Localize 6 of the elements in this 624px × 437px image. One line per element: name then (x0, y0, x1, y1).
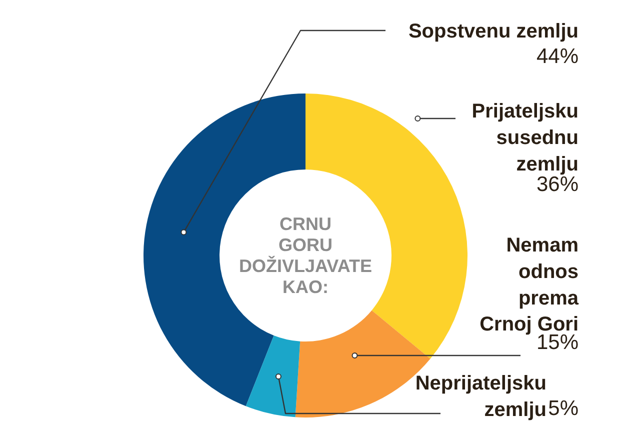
slice-label: Neprijateljsku zemlju (415, 372, 547, 421)
data-label: 5% (548, 397, 579, 420)
slice-label: Sopstvenu zemlju (408, 20, 578, 42)
slice-label: Prijateljsku susednu zemlju (472, 100, 579, 176)
data-label: 44% (536, 45, 578, 68)
text: CRNU GORU DOŽIVLJAVATE KAO: (239, 214, 372, 297)
